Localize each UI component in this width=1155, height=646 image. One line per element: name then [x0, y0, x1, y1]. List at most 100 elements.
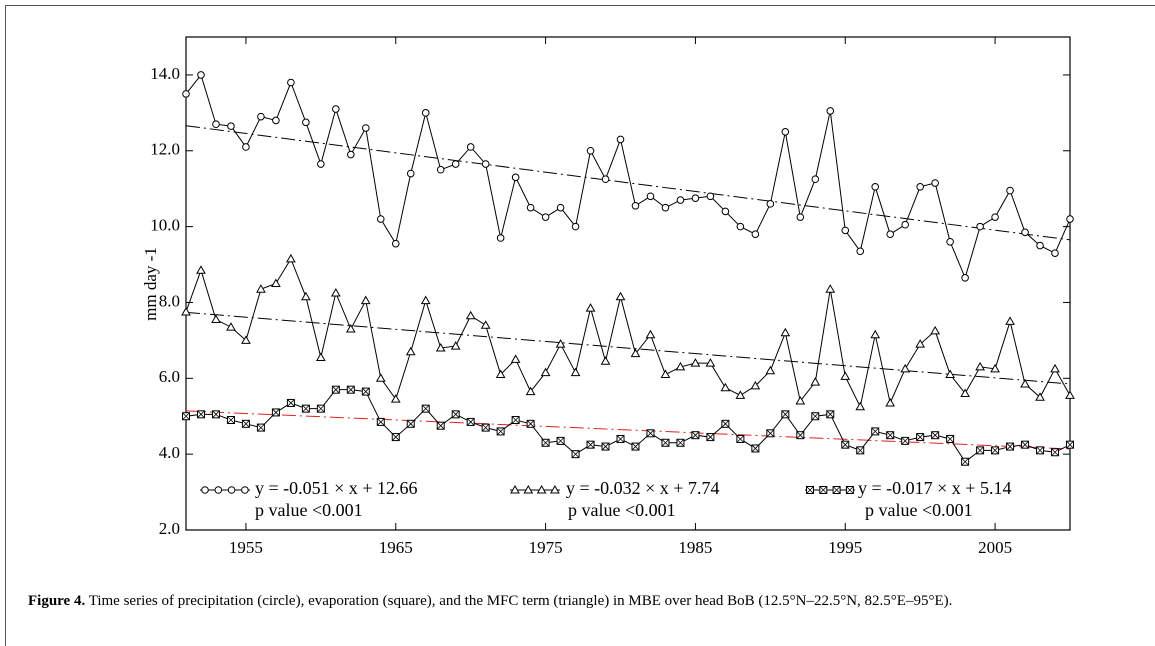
data-point: [721, 419, 730, 428]
data-point: [242, 143, 250, 151]
data-point-part: [960, 388, 970, 397]
data-point: [811, 412, 820, 421]
data-point-part: [496, 234, 505, 242]
legend-marker: [845, 486, 854, 494]
data-point-part: [451, 410, 460, 419]
data-point-part: [945, 369, 955, 379]
data-point: [181, 306, 191, 316]
data-point: [466, 143, 475, 151]
legend-marker-part: [201, 486, 209, 494]
data-point-part: [1066, 215, 1074, 223]
data-point-part: [706, 192, 715, 201]
legend-pvalue: p value <0.001: [255, 500, 363, 520]
data-point-part: [631, 442, 640, 451]
data-point-part: [810, 377, 821, 386]
data-point: [182, 412, 190, 421]
data-point: [1050, 363, 1060, 373]
data-point-part: [181, 306, 191, 316]
data-point: [1006, 442, 1015, 451]
x-tick-label: 1955: [229, 538, 263, 557]
data-point-part: [825, 284, 836, 293]
series-line: [185, 73, 1071, 280]
data-point-part: [317, 404, 325, 413]
data-point-part: [721, 207, 730, 216]
data-point-part: [481, 160, 490, 168]
data-point: [226, 322, 236, 331]
data-point-part: [466, 418, 475, 426]
data-point: [751, 230, 760, 238]
legend-marker: [227, 486, 236, 494]
data-point-part: [347, 385, 355, 394]
data-point: [1035, 392, 1045, 401]
data-point: [525, 386, 536, 396]
legend-marker-part: [832, 486, 841, 494]
data-point: [196, 410, 205, 419]
data-point: [676, 196, 685, 204]
data-point: [286, 253, 296, 263]
data-point: [555, 339, 566, 348]
data-point: [931, 179, 939, 187]
data-point-part: [1021, 440, 1029, 449]
data-point-part: [406, 420, 415, 428]
data-point: [841, 226, 850, 235]
x-tick-label: 1975: [529, 538, 563, 557]
data-point-part: [885, 397, 896, 407]
data-point: [540, 367, 551, 377]
data-point-part: [376, 418, 385, 426]
data-point-part: [242, 420, 250, 428]
data-point: [706, 192, 715, 201]
data-point-part: [197, 71, 205, 79]
x-tick-label: 1985: [678, 538, 712, 557]
y-axis-label: mm day -1: [141, 247, 160, 321]
legend-marker: [201, 486, 209, 494]
series-line: [185, 257, 1071, 409]
data-point: [390, 394, 401, 403]
data-point-part: [362, 387, 370, 396]
data-point-part: [840, 371, 851, 380]
data-point-part: [871, 182, 880, 191]
data-point: [466, 417, 475, 426]
data-point: [661, 438, 670, 447]
data-point-part: [302, 404, 310, 413]
data-point: [796, 431, 805, 440]
data-point: [450, 341, 461, 350]
data-point-part: [241, 335, 251, 344]
data-point: [571, 222, 580, 231]
data-point: [526, 203, 535, 212]
data-point: [360, 295, 371, 305]
data-point: [361, 124, 370, 132]
data-point-part: [1021, 228, 1029, 237]
data-point-part: [511, 416, 520, 424]
data-point-part: [436, 165, 445, 174]
data-point: [1065, 390, 1075, 399]
data-point-part: [841, 440, 850, 449]
data-point: [855, 401, 866, 411]
data-point-part: [391, 239, 400, 248]
data-point: [660, 369, 671, 379]
data-point: [706, 433, 715, 442]
data-point: [856, 446, 865, 455]
data-point: [451, 160, 460, 168]
data-point-part: [646, 192, 655, 201]
data-point: [301, 404, 310, 413]
data-point-part: [286, 253, 296, 263]
data-point: [257, 112, 265, 121]
data-point: [901, 436, 910, 445]
data-point: [945, 369, 955, 379]
legend-marker: [241, 486, 249, 494]
legend-marker-part: [510, 484, 520, 494]
data-point: [197, 71, 205, 79]
data-point-part: [646, 429, 655, 438]
data-point-part: [616, 435, 625, 443]
data-point-part: [645, 329, 656, 339]
data-point: [870, 329, 881, 339]
data-point: [900, 363, 911, 373]
data-point-part: [541, 438, 550, 447]
data-point-part: [796, 213, 805, 221]
data-point-part: [496, 427, 505, 436]
data-point: [766, 200, 775, 208]
data-point: [646, 429, 655, 438]
data-point-part: [1036, 241, 1044, 250]
data-point: [631, 442, 640, 451]
